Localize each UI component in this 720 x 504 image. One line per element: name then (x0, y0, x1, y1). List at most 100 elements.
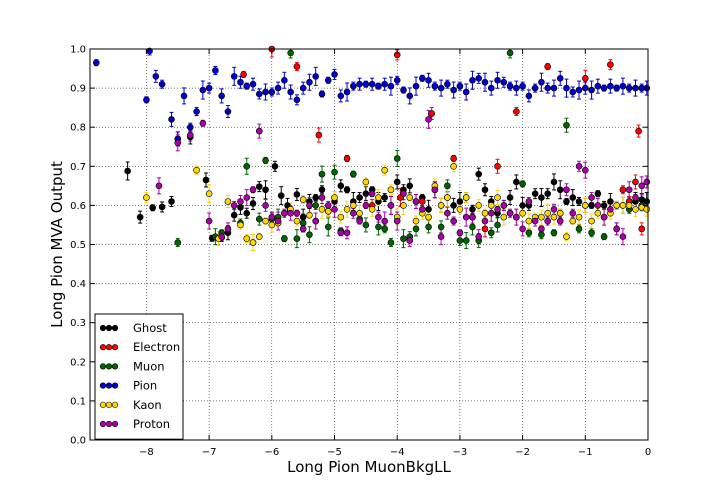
ghost-point (249, 200, 257, 207)
muon-point (456, 237, 464, 244)
legend-marker-proton (99, 420, 107, 428)
proton-point (268, 213, 276, 221)
proton-point (224, 225, 232, 233)
pion-point (262, 88, 269, 96)
pion-point (343, 88, 351, 96)
muon-point (293, 235, 301, 242)
electron-point (293, 63, 301, 70)
proton-point (600, 213, 608, 221)
pion-point (556, 75, 564, 82)
ghost-point (168, 198, 175, 205)
ghost-point (538, 194, 545, 201)
legend-marker-proton (105, 420, 113, 428)
proton-point (400, 190, 407, 197)
muon-point (306, 231, 313, 239)
muon-point (393, 155, 401, 162)
pion-point (418, 75, 426, 82)
muon-point (538, 231, 545, 239)
pion-point (158, 80, 166, 88)
kaon-point (563, 233, 570, 240)
legend-marker-electron (105, 344, 113, 351)
pion-point (180, 92, 188, 100)
electron-point (240, 71, 247, 78)
muon-point (563, 121, 570, 129)
data-points (92, 45, 651, 246)
kaon-point (588, 217, 595, 225)
proton-point (594, 202, 602, 209)
proton-point (444, 209, 451, 217)
proton-point (337, 229, 345, 237)
pion-point (619, 82, 627, 90)
kaon-point (481, 209, 489, 217)
pion-point (475, 75, 483, 82)
proton-point (487, 209, 495, 217)
kaon-point (255, 233, 263, 240)
ghost-point (456, 198, 464, 205)
ghost-point (362, 190, 370, 197)
muon-point (412, 225, 420, 233)
muon-point (281, 235, 288, 242)
kaon-point (412, 217, 420, 225)
legend-marker-pion (111, 382, 119, 389)
proton-point (199, 119, 207, 127)
proton-point (293, 209, 301, 217)
pion-point (544, 84, 551, 92)
proton-point (418, 206, 426, 213)
pion-point (450, 86, 457, 94)
y-tick-label: 0.7 (70, 162, 86, 173)
kaon-point (350, 202, 357, 209)
pion-point (274, 84, 282, 92)
pion-point (387, 82, 395, 90)
kaon-point (331, 194, 338, 201)
ghost-point (607, 198, 614, 205)
proton-point (475, 233, 483, 240)
muon-point (324, 223, 332, 231)
y-tick-label: 0.4 (70, 279, 86, 290)
pion-point (312, 73, 320, 80)
proton-point (425, 116, 432, 123)
ghost-point (569, 194, 577, 201)
pion-point (525, 92, 533, 100)
ghost-point (594, 190, 602, 197)
x-axis-title: Long Pion MuonBkgLL (287, 458, 451, 476)
kaon-point (487, 202, 495, 209)
ghost-point (262, 186, 269, 194)
x-axis-ticks: −8 −7 −6 −5 −4 −3 −2 −1 0 (139, 49, 651, 458)
muon-point (387, 239, 395, 246)
y-tick-label: 0.2 (70, 357, 86, 368)
y-tick-label: 1.0 (70, 45, 86, 56)
pion-point (550, 84, 558, 92)
pion-point (143, 96, 150, 104)
pion-point (538, 78, 545, 86)
ghost-point (406, 182, 414, 190)
proton-point (481, 217, 489, 225)
proton-point (324, 202, 332, 209)
proton-point (538, 225, 545, 233)
ghost-point (469, 206, 476, 213)
pion-point (481, 78, 489, 86)
proton-point (525, 198, 533, 205)
ghost-point (531, 190, 539, 197)
kaon-point (475, 202, 483, 209)
pion-point (632, 84, 639, 92)
proton-point (494, 206, 501, 213)
proton-point (619, 233, 627, 240)
legend-marker-kaon (99, 401, 107, 408)
ghost-point (393, 178, 401, 186)
proton-point (306, 202, 313, 209)
x-tick-label: −6 (264, 447, 279, 458)
kaon-point (450, 163, 457, 170)
ghost-point (550, 178, 558, 186)
pion-point (575, 86, 583, 94)
kaon-point (324, 207, 332, 215)
muon-point (425, 223, 432, 231)
proton-point (368, 190, 376, 197)
proton-point (550, 206, 558, 213)
kaon-point (356, 209, 363, 217)
pion-point (224, 108, 232, 115)
proton-point (174, 139, 182, 147)
legend-marker-electron (111, 344, 119, 351)
proton-point (287, 209, 294, 217)
ghost-point (544, 190, 551, 197)
proton-point (331, 206, 338, 213)
